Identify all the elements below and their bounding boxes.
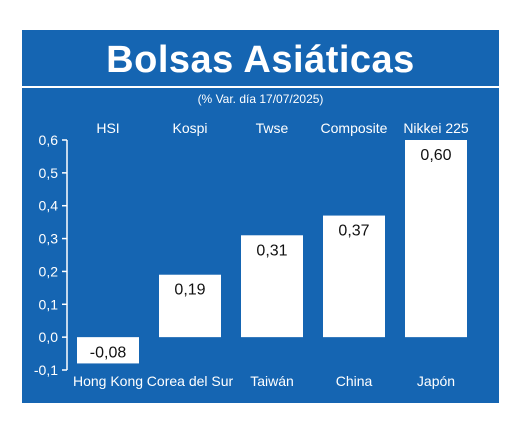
x-tick-label: Hong Kong — [73, 373, 143, 389]
index-label: Nikkei 225 — [403, 120, 469, 136]
data-label: -0,08 — [90, 344, 127, 361]
y-tick-label: 0,3 — [39, 231, 59, 247]
y-tick-label: 0,1 — [39, 296, 59, 312]
bar — [77, 337, 139, 364]
x-tick-label: China — [336, 373, 373, 389]
bar — [159, 274, 221, 338]
y-tick-label: 0,0 — [39, 329, 59, 345]
bar — [323, 215, 385, 338]
bar — [241, 235, 303, 338]
x-tick-label: Corea del Sur — [147, 373, 234, 389]
data-label: 0,19 — [174, 282, 205, 299]
index-label: Kospi — [172, 120, 207, 136]
index-label: HSI — [96, 120, 119, 136]
y-tick-label: -0,1 — [34, 362, 58, 378]
bar-chart: -0,1 0,0 0,1 0,2 0,3 0,4 0,5 0,6 -0,08 HSI Hong Ko… — [34, 120, 469, 389]
y-tick-label: 0,5 — [39, 165, 59, 181]
chart-panel: Bolsas Asiáticas (% Var. día 17/07/2025)… — [22, 30, 499, 403]
index-label: Composite — [321, 120, 388, 136]
index-label: Twse — [256, 120, 289, 136]
x-tick-label: Japón — [417, 373, 455, 389]
y-tick-label: 0,2 — [39, 263, 59, 279]
bar — [405, 140, 467, 338]
data-label: 0,37 — [338, 223, 369, 240]
y-tick-label: 0,6 — [39, 132, 59, 148]
y-tick-label: 0,4 — [39, 198, 59, 214]
data-label: 0,60 — [420, 147, 451, 164]
chart-subtitle: (% Var. día 17/07/2025) — [197, 92, 324, 106]
data-label: 0,31 — [256, 242, 287, 259]
x-tick-label: Taiwán — [250, 373, 294, 389]
chart-title: Bolsas Asiáticas — [106, 39, 415, 81]
title-divider — [22, 86, 499, 88]
